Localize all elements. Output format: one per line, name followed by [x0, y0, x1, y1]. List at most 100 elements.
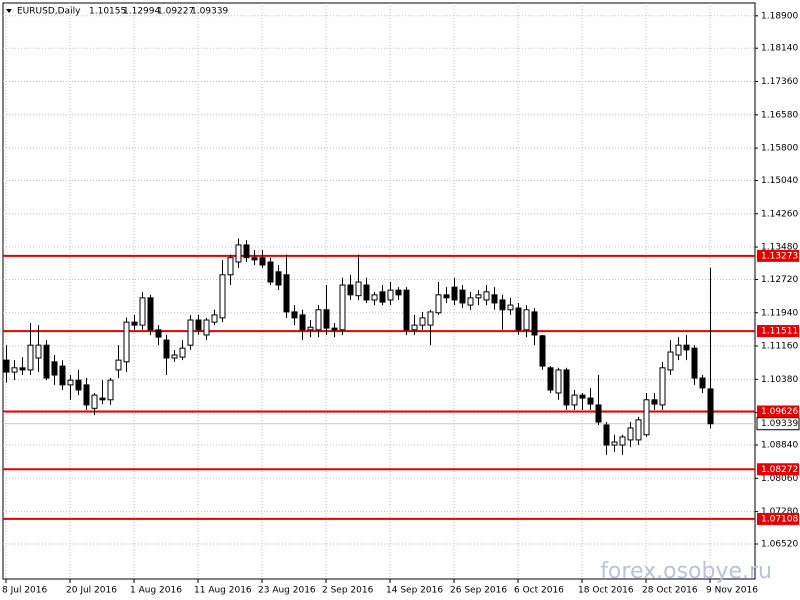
header-low: 1.09227 — [157, 7, 194, 17]
candle-body — [627, 427, 634, 441]
candle-body — [499, 299, 506, 311]
candle-body — [227, 257, 234, 276]
candle-body — [203, 319, 210, 336]
candle-body — [467, 297, 474, 306]
candle-body — [691, 347, 698, 379]
candle-body — [259, 257, 266, 266]
candle-body — [179, 347, 186, 358]
candle-body — [547, 367, 554, 391]
candle-body — [451, 286, 458, 301]
candle-body — [563, 369, 570, 406]
candle-body — [139, 297, 146, 326]
candle-body — [67, 379, 74, 386]
y-tick-label: 1.11160 — [761, 342, 798, 352]
candle-body — [347, 284, 354, 296]
candle-body — [507, 304, 514, 311]
candle-body — [643, 399, 650, 436]
x-tick-label: 9 Nov 2016 — [706, 586, 758, 596]
level-label-box — [757, 512, 799, 525]
chart-title: EURUSD,Daily — [17, 7, 81, 17]
level-label-box — [757, 463, 799, 476]
candle-body — [51, 361, 58, 376]
candle-body — [579, 394, 586, 399]
candle-body — [675, 344, 682, 356]
candle-body — [475, 294, 482, 299]
candle-body — [707, 388, 714, 425]
candle-body — [395, 289, 402, 296]
level-label: 1.07108 — [761, 514, 798, 524]
candle-body — [539, 335, 546, 367]
candle-body — [491, 294, 498, 304]
y-tick-label: 1.12720 — [761, 275, 798, 285]
y-tick-label: 1.18900 — [761, 11, 798, 21]
y-tick-label: 1.18140 — [761, 44, 798, 54]
candle-body — [235, 244, 242, 263]
candle-body — [683, 344, 690, 351]
candle-body — [107, 379, 114, 401]
candle-body — [667, 351, 674, 371]
current-price-label: 1.09339 — [761, 419, 798, 429]
candle-body — [587, 397, 594, 405]
candle-body — [699, 377, 706, 389]
candle-body — [27, 344, 34, 371]
candle-body — [91, 394, 98, 409]
candle-body — [171, 354, 178, 359]
candle-body — [243, 244, 250, 259]
candle-body — [19, 367, 26, 371]
level-label: 1.13273 — [761, 251, 798, 261]
candle-body — [619, 436, 626, 446]
header-close: 1.09339 — [191, 7, 228, 17]
candle-body — [427, 311, 434, 326]
candle-body — [595, 404, 602, 423]
candle-body — [187, 319, 194, 346]
candle-body — [75, 379, 82, 391]
level-label: 1.11511 — [761, 327, 798, 337]
candle-body — [659, 367, 666, 406]
y-tick-label: 1.14260 — [761, 209, 798, 219]
menu-arrow[interactable] — [6, 9, 12, 13]
candle-body — [371, 294, 378, 301]
candle-body — [315, 309, 322, 331]
candle-body — [195, 319, 202, 331]
x-tick-label: 1 Aug 2016 — [130, 586, 182, 596]
candle-body — [523, 309, 530, 331]
y-tick-label: 1.07280 — [761, 507, 798, 517]
candle-body — [115, 359, 122, 371]
candle-body — [131, 321, 138, 326]
candle-body — [163, 339, 170, 359]
y-tick-label: 1.13480 — [761, 243, 798, 253]
candle-body — [635, 419, 642, 441]
candle-body — [459, 289, 466, 304]
candle-body — [331, 327, 338, 331]
candle-body — [363, 284, 370, 301]
candle-body — [555, 369, 562, 394]
candle-body — [11, 367, 18, 373]
x-tick-label: 20 Jul 2016 — [66, 586, 117, 596]
level-label-box — [757, 405, 799, 418]
candle-body — [3, 359, 10, 373]
header-open: 1.10155 — [89, 7, 126, 17]
candle-body — [299, 314, 306, 331]
x-tick-label: 23 Aug 2016 — [258, 586, 316, 596]
x-tick-label: 26 Sep 2016 — [450, 586, 507, 596]
level-label-box — [757, 249, 799, 262]
x-tick-label: 8 Jul 2016 — [2, 586, 47, 596]
candle-body — [411, 324, 418, 331]
candle-body — [387, 289, 394, 301]
candle-body — [339, 284, 346, 331]
candle-body — [651, 399, 658, 405]
x-tick-label: 11 Aug 2016 — [194, 586, 252, 596]
candle-body — [571, 394, 578, 406]
x-tick-label: 2 Sep 2016 — [322, 586, 374, 596]
candle-body — [379, 291, 386, 303]
candle-body — [291, 311, 298, 319]
candle-body — [99, 397, 106, 401]
watermark: forex.osobye.ru — [600, 559, 772, 584]
candle-body — [43, 344, 50, 379]
candle-body — [443, 294, 450, 299]
candle-body — [147, 297, 154, 331]
candle-body — [531, 311, 538, 336]
current-price-box — [756, 417, 800, 431]
y-tick-label: 1.16580 — [761, 110, 798, 120]
